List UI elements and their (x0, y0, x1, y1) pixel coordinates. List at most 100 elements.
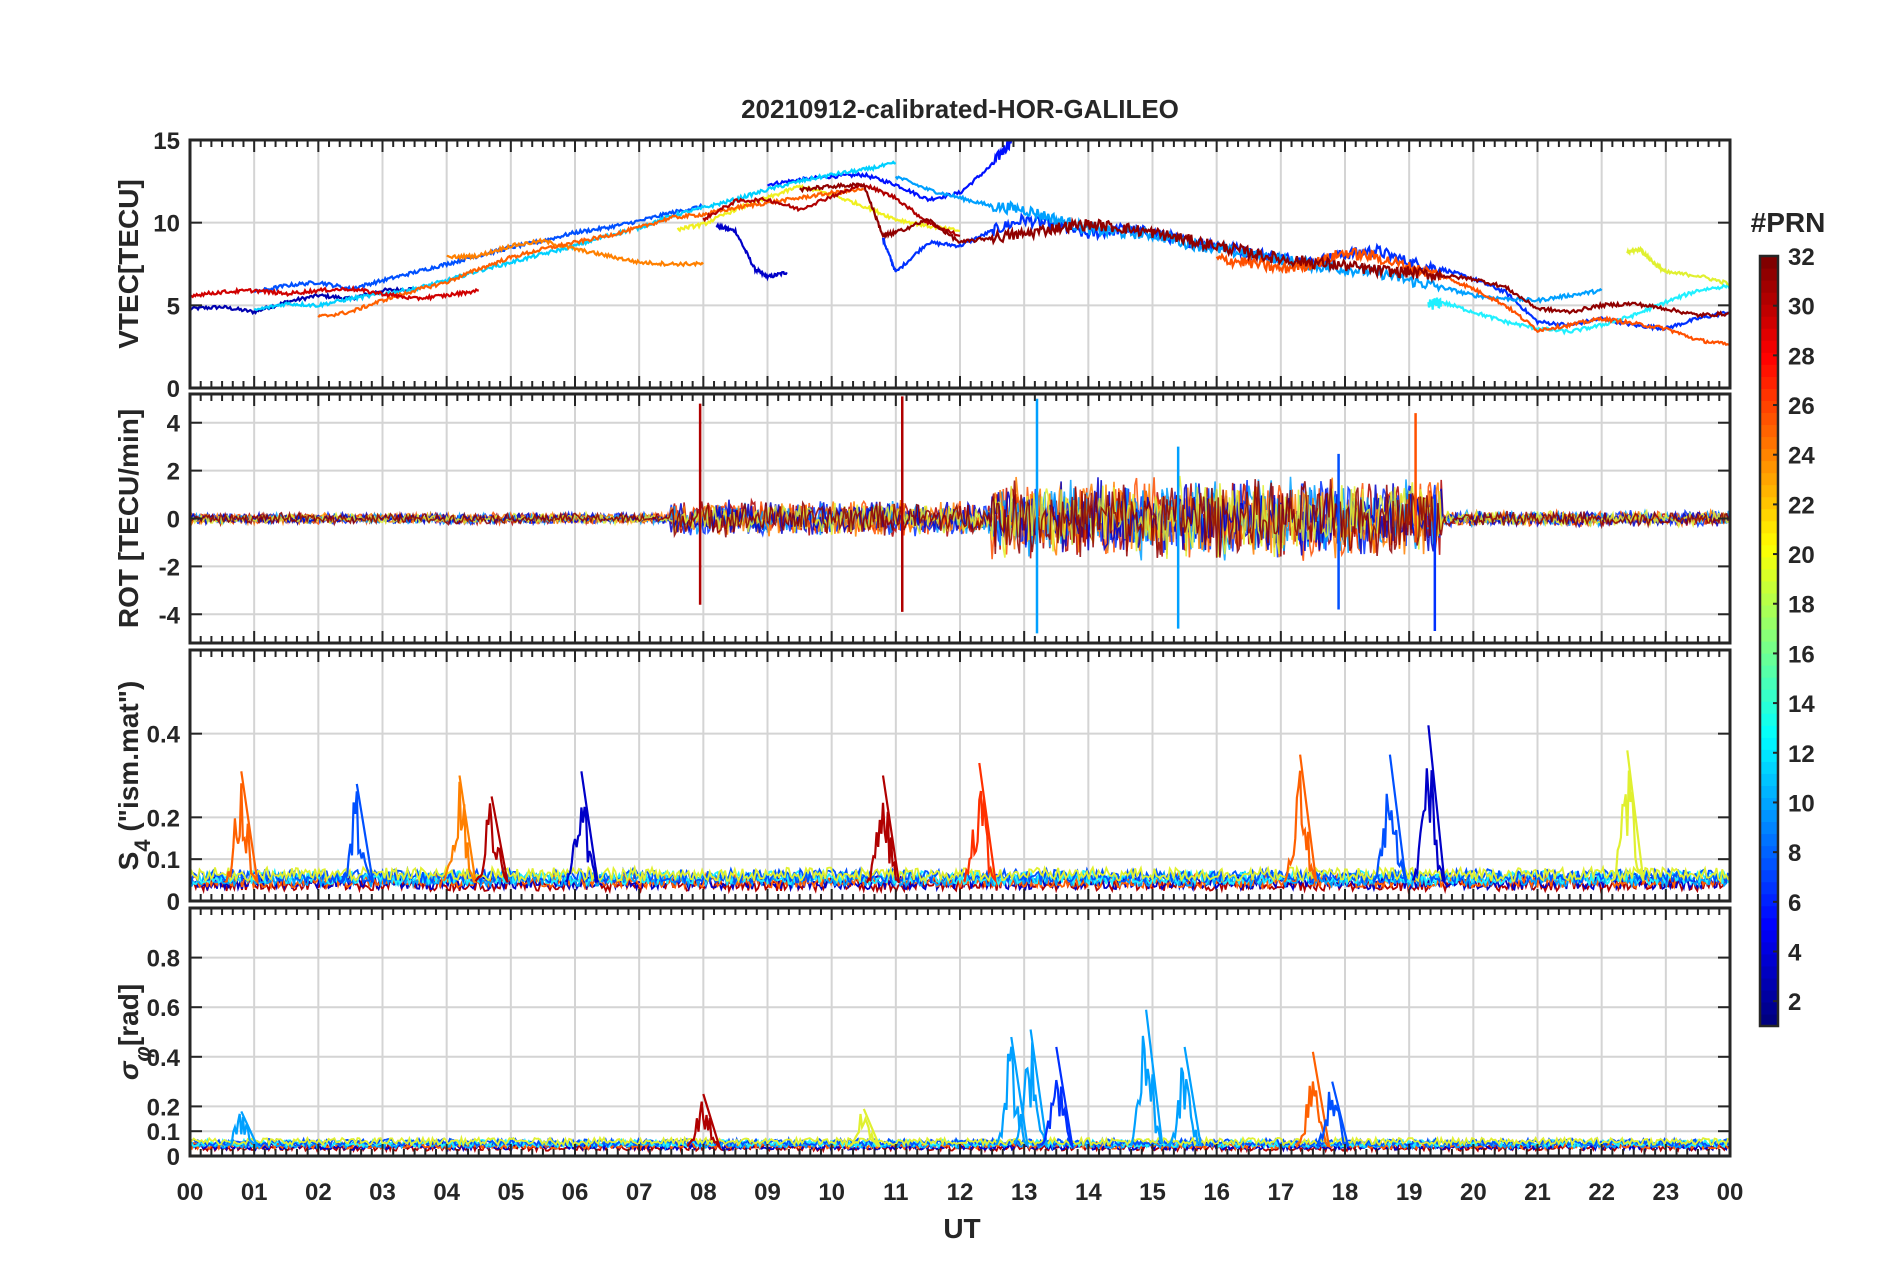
x-tick-label: 15 (1139, 1179, 1166, 1206)
colorbar-swatch (1760, 905, 1778, 919)
s4-peak (474, 796, 509, 883)
y-axis-label-s4: S4 ("ism.mat") (113, 681, 155, 871)
y-tick-label: 2 (167, 459, 180, 486)
x-tick-label: 11 (883, 1179, 908, 1206)
y-tick-label: 0.4 (147, 1045, 181, 1072)
s4-peak (1411, 725, 1446, 886)
x-tick-label: 14 (1075, 1179, 1102, 1206)
colorbar-swatch (1760, 484, 1778, 498)
colorbar-swatch (1760, 628, 1778, 642)
colorbar-swatch (1760, 376, 1778, 389)
colorbar-tick-label: 18 (1788, 592, 1815, 619)
vtec-series-prn-31 (799, 182, 1730, 319)
x-tick-label: 13 (1011, 1179, 1038, 1206)
colorbar-swatch (1760, 352, 1778, 365)
colorbar-swatch (1760, 869, 1778, 883)
sigma-peak (1040, 1046, 1074, 1150)
y-tick-label: 0.4 (147, 722, 181, 749)
vtec-series-prn-26 (1215, 247, 1730, 347)
s4-peak (340, 783, 374, 884)
chart-title: 20210912-calibrated-HOR-GALILEO (741, 94, 1179, 124)
sigma-peak (1129, 1009, 1164, 1147)
data-rot (190, 396, 1730, 634)
panel-rot: -4 -2 0 2 4 ROT [TECU/min] (113, 392, 1732, 645)
panel-sigma: 00.10.2 0.4 0.6 0.8 σφ[rad] (113, 906, 1732, 1171)
colorbar-swatch (1760, 665, 1778, 678)
x-tick-label: 05 (497, 1179, 524, 1206)
colorbar-tick-label: 16 (1788, 641, 1815, 668)
x-tick-label: 19 (1396, 1179, 1423, 1206)
colorbar-swatch (1760, 929, 1778, 943)
colorbar-swatch (1760, 424, 1778, 438)
y-axis-label-vtec: VTEC[TECU] (113, 179, 144, 349)
grid-sigma (190, 908, 1730, 1157)
s4-peak (224, 771, 260, 886)
colorbar-swatch (1760, 761, 1778, 774)
colorbar-swatch (1760, 917, 1778, 931)
x-tick-label: 00 (1717, 1179, 1744, 1206)
sigma-peak (1167, 1046, 1203, 1148)
x-axis: 00 01 02 03 04 05 06 07 08 09 10 11 12 13 14 15 16 17 18 19… (177, 1179, 1744, 1206)
colorbar-swatch (1760, 436, 1778, 450)
colorbar-swatch (1760, 641, 1778, 654)
colorbar-swatch (1760, 821, 1778, 835)
colorbar-swatch (1760, 544, 1778, 558)
colorbar-swatch (1760, 280, 1778, 293)
colorbar-swatch (1760, 965, 1778, 979)
colorbar-swatch (1760, 653, 1778, 666)
colorbar-tick-label: 24 (1788, 443, 1815, 470)
y-tick-label: 0 (167, 507, 180, 534)
y-axis-label-rot: ROT [TECU/min] (113, 409, 144, 628)
s4-series (190, 867, 1729, 888)
s4-peak (442, 775, 477, 884)
colorbar-swatch (1760, 568, 1778, 582)
colorbar-swatch (1760, 953, 1778, 967)
colorbar-tick-label: 10 (1788, 790, 1815, 817)
y-tick-label: 4 (167, 411, 181, 438)
y-tick-label: 15 (153, 128, 180, 155)
colorbar-swatch (1760, 1013, 1778, 1027)
ticks-s4 (189, 650, 1731, 902)
colorbar-swatch (1760, 881, 1778, 895)
colorbar-swatch (1760, 616, 1778, 630)
x-tick-label: 07 (626, 1179, 653, 1206)
sigma-peak (1296, 1051, 1331, 1149)
y-tick-label: 5 (167, 293, 180, 320)
y-tick-label: 0.2 (147, 1094, 180, 1121)
x-tick-label: 22 (1588, 1179, 1615, 1206)
colorbar-swatch (1760, 292, 1778, 305)
x-tick-label: 02 (305, 1179, 332, 1206)
x-tick-label: 04 (433, 1179, 460, 1206)
x-tick-label: 03 (369, 1179, 396, 1206)
vtec-series-prn-24 (446, 237, 704, 268)
colorbar-swatch (1760, 737, 1778, 750)
y-tick-label: 0 (167, 376, 180, 403)
colorbar-swatch (1760, 857, 1778, 871)
vtec-series-prn-12 (1427, 281, 1730, 336)
x-tick-label: 01 (241, 1179, 268, 1206)
colorbar-tick-label: 6 (1788, 890, 1801, 917)
ticks-rot (189, 394, 1731, 643)
x-tick-label: 10 (818, 1179, 845, 1206)
vtec-series-prn-2 (715, 221, 788, 282)
x-tick-label: 00 (177, 1179, 204, 1206)
colorbar-swatch (1760, 388, 1778, 401)
colorbar-swatch (1760, 412, 1778, 426)
colorbar-swatch (1760, 833, 1778, 847)
colorbar-tick-label: 2 (1788, 989, 1801, 1016)
x-tick-label: 12 (947, 1179, 974, 1206)
data-vtec (190, 140, 1730, 347)
colorbar-swatch (1760, 845, 1778, 859)
colorbar-tick-label: 8 (1788, 840, 1801, 867)
panel-vtec: 0 5 10 15 VTEC[TECU] (113, 128, 1732, 403)
x-tick-label: 16 (1203, 1179, 1230, 1206)
colorbar-tick-label: 32 (1788, 244, 1815, 271)
colorbar-swatch (1760, 448, 1778, 462)
colorbar-tick-label: 20 (1788, 542, 1815, 569)
colorbar-swatch (1760, 316, 1778, 329)
colorbar-swatch (1760, 725, 1778, 738)
colorbar-swatch (1760, 977, 1778, 991)
